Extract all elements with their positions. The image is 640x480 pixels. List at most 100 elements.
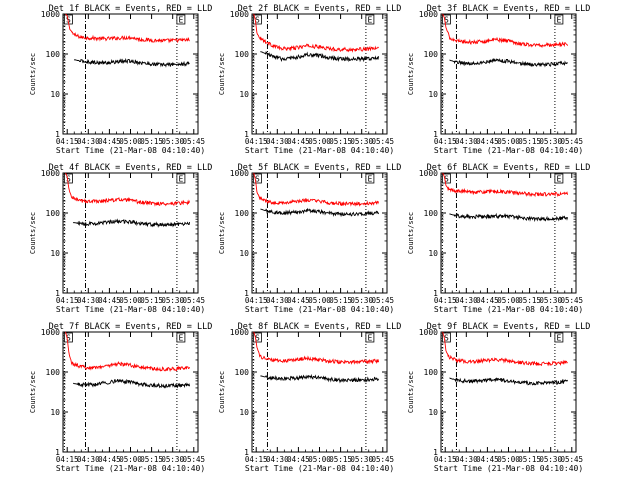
detector-panel: Det 1f BLACK = Events, RED = LLD Counts/s… <box>29 4 212 155</box>
x-axis-label: Start Time (21-Mar-08 04:10:40) <box>245 464 394 473</box>
lld-rate-line <box>65 13 190 44</box>
x-tick-label: 04:15 <box>56 455 79 464</box>
x-axis-label: Start Time (21-Mar-08 04:10:40) <box>56 305 205 314</box>
detector-panel: Det 3f BLACK = Events, RED = LLD Counts/s… <box>407 4 590 155</box>
x-tick-label: 05:45 <box>371 455 394 464</box>
detector-panel: Det 9f BLACK = Events, RED = LLD Counts/s… <box>407 322 590 473</box>
y-tick-label: 10 <box>239 90 249 99</box>
lld-rate-line <box>253 172 380 207</box>
y-tick-label: 1 <box>244 289 249 298</box>
end-marker-label: E <box>556 334 561 343</box>
start-marker-box <box>253 14 262 25</box>
end-marker-label: E <box>367 16 372 25</box>
x-tick-label: 04:30 <box>77 296 100 305</box>
y-tick-label: 10 <box>50 408 60 417</box>
plot-frame <box>440 13 577 135</box>
y-tick-label: 1 <box>433 448 438 457</box>
x-tick-label: 04:15 <box>56 296 79 305</box>
start-marker-box <box>253 173 262 184</box>
y-tick-label: 1000 <box>230 169 249 178</box>
x-tick-label: 05:45 <box>182 455 205 464</box>
events-rate-line <box>73 57 190 68</box>
y-tick-label: 1000 <box>419 328 438 337</box>
x-tick-label: 04:15 <box>434 296 457 305</box>
x-tick-label: 05:30 <box>350 455 373 464</box>
x-tick-label: 05:15 <box>518 137 541 146</box>
events-rate-line <box>72 218 191 228</box>
y-tick-label: 100 <box>46 368 61 377</box>
y-axis-label: Counts/sec <box>29 371 37 413</box>
y-tick-label: 100 <box>424 368 439 377</box>
x-tick-label: 05:30 <box>161 455 184 464</box>
x-axis-label: Start Time (21-Mar-08 04:10:40) <box>245 146 394 155</box>
end-marker-label: E <box>178 16 183 25</box>
start-marker-label: S <box>255 16 260 25</box>
events-rate-line <box>260 373 380 384</box>
end-marker-box <box>176 14 186 25</box>
events-rate-line <box>260 51 380 63</box>
y-axis-label: Counts/sec <box>29 212 37 254</box>
y-axis-label: Counts/sec <box>218 53 226 95</box>
panel-title: Det 6f BLACK = Events, RED = LLD <box>427 163 591 173</box>
x-tick-label: 04:45 <box>287 455 310 464</box>
x-tick-label: 05:15 <box>518 296 541 305</box>
x-tick-label: 05:00 <box>497 137 520 146</box>
x-axis-label: Start Time (21-Mar-08 04:10:40) <box>434 305 583 314</box>
end-marker-box <box>365 14 375 25</box>
x-tick-label: 05:30 <box>350 296 373 305</box>
x-tick-label: 05:00 <box>497 296 520 305</box>
x-axis-label: Start Time (21-Mar-08 04:10:40) <box>434 464 583 473</box>
start-marker-label: S <box>66 16 71 25</box>
detector-panel: Det 2f BLACK = Events, RED = LLD Counts/s… <box>218 4 401 155</box>
end-marker-label: E <box>178 175 183 184</box>
plot-frame <box>62 331 199 453</box>
start-marker-box <box>64 332 73 343</box>
x-tick-label: 04:30 <box>266 296 289 305</box>
end-marker-box <box>554 173 564 184</box>
x-axis-label: Start Time (21-Mar-08 04:10:40) <box>434 146 583 155</box>
panel-title: Det 8f BLACK = Events, RED = LLD <box>238 322 402 332</box>
x-tick-label: 05:00 <box>119 296 142 305</box>
x-tick-label: 05:15 <box>329 455 352 464</box>
y-tick-label: 10 <box>239 408 249 417</box>
panel-title: Det 1f BLACK = Events, RED = LLD <box>49 4 213 14</box>
x-tick-label: 05:30 <box>539 455 562 464</box>
plot-frame <box>62 13 199 135</box>
x-tick-label: 05:45 <box>560 137 583 146</box>
y-tick-label: 1 <box>55 130 60 139</box>
lld-rate-line <box>442 172 569 198</box>
y-tick-label: 1000 <box>41 10 60 19</box>
x-tick-label: 04:30 <box>266 137 289 146</box>
y-tick-label: 10 <box>239 249 249 258</box>
events-rate-line <box>449 57 568 68</box>
x-tick-label: 04:45 <box>98 296 121 305</box>
y-tick-label: 1 <box>433 289 438 298</box>
lld-rate-line <box>65 172 191 207</box>
end-marker-box <box>365 173 375 184</box>
x-tick-label: 05:45 <box>371 296 394 305</box>
y-tick-label: 10 <box>428 249 438 258</box>
end-marker-box <box>554 14 564 25</box>
end-marker-label: E <box>178 334 183 343</box>
x-tick-label: 05:45 <box>560 296 583 305</box>
start-marker-label: S <box>66 175 71 184</box>
y-tick-label: 1000 <box>419 10 438 19</box>
y-axis-label: Counts/sec <box>407 53 415 95</box>
y-tick-label: 1 <box>244 130 249 139</box>
x-tick-label: 04:45 <box>476 296 499 305</box>
x-tick-label: 04:30 <box>77 455 100 464</box>
lld-rate-line <box>442 13 569 49</box>
x-tick-label: 04:30 <box>455 455 478 464</box>
y-tick-label: 100 <box>235 368 250 377</box>
x-tick-label: 04:30 <box>266 455 289 464</box>
y-axis-label: Counts/sec <box>407 212 415 254</box>
panel-title: Det 2f BLACK = Events, RED = LLD <box>238 4 402 14</box>
lld-rate-line <box>253 331 380 365</box>
y-tick-label: 1000 <box>230 10 249 19</box>
end-marker-label: E <box>367 334 372 343</box>
y-tick-label: 100 <box>46 209 61 218</box>
x-tick-label: 04:15 <box>245 455 268 464</box>
end-marker-box <box>176 173 186 184</box>
x-tick-label: 04:15 <box>56 137 79 146</box>
y-axis-label: Counts/sec <box>29 53 37 95</box>
